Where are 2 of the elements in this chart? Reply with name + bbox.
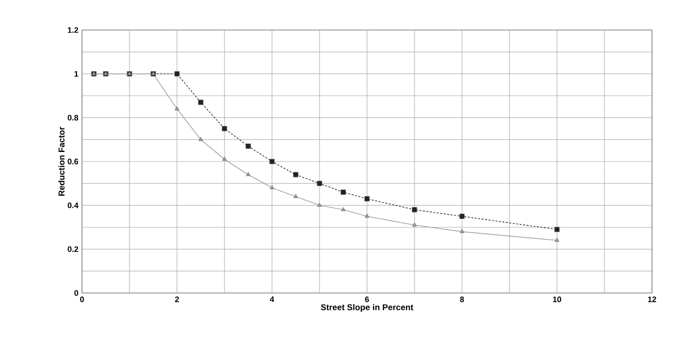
y-axis-title: Reduction Factor [58, 126, 65, 196]
x-axis-title: Street Slope in Percent [320, 304, 414, 312]
